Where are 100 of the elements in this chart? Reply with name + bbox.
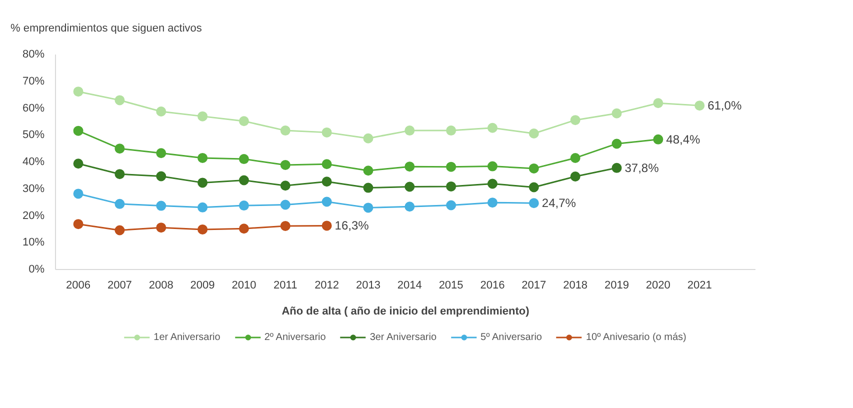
point bbox=[280, 160, 290, 170]
point bbox=[114, 169, 125, 180]
point bbox=[114, 198, 125, 209]
point bbox=[280, 200, 290, 210]
point bbox=[404, 182, 415, 192]
point bbox=[73, 158, 84, 169]
point bbox=[653, 134, 664, 144]
point bbox=[446, 181, 456, 192]
point bbox=[322, 196, 332, 207]
point bbox=[487, 198, 498, 208]
point bbox=[73, 126, 84, 136]
point bbox=[322, 159, 332, 170]
point bbox=[73, 86, 84, 97]
legend-label: 3er Aniversario bbox=[370, 331, 437, 343]
x-tick-label: 2020 bbox=[646, 280, 670, 292]
point bbox=[114, 95, 125, 106]
point bbox=[363, 133, 374, 144]
point bbox=[198, 224, 208, 234]
point bbox=[114, 225, 125, 236]
point bbox=[322, 176, 332, 187]
point bbox=[363, 182, 374, 193]
point bbox=[156, 171, 166, 182]
point bbox=[570, 152, 580, 163]
data-label: 48,4% bbox=[666, 132, 701, 146]
x-tick-label: 2018 bbox=[563, 280, 588, 292]
x-tick-label: 2007 bbox=[107, 280, 132, 292]
point bbox=[612, 108, 622, 118]
x-tick-label: 2009 bbox=[190, 280, 215, 292]
point bbox=[446, 162, 456, 172]
point bbox=[653, 98, 664, 108]
point bbox=[570, 115, 580, 126]
point bbox=[198, 111, 208, 122]
point bbox=[280, 220, 290, 231]
point bbox=[280, 180, 290, 191]
point bbox=[404, 126, 415, 136]
y-tick-label: 50% bbox=[22, 129, 45, 142]
point bbox=[73, 219, 84, 230]
data-label: 24,7% bbox=[542, 196, 576, 210]
point bbox=[238, 154, 249, 164]
point bbox=[238, 175, 249, 186]
y-axis-title: % emprendimientos que siguen activos bbox=[10, 22, 202, 34]
point bbox=[528, 198, 539, 208]
point bbox=[322, 127, 332, 138]
point bbox=[198, 152, 208, 163]
x-tick-label: 2016 bbox=[480, 280, 505, 292]
y-tick-label: 60% bbox=[22, 102, 45, 114]
point bbox=[280, 126, 290, 136]
point bbox=[73, 188, 84, 199]
x-tick-label: 2017 bbox=[522, 280, 546, 292]
y-tick-label: 0% bbox=[28, 264, 45, 276]
point bbox=[238, 200, 249, 211]
point bbox=[528, 182, 539, 192]
point bbox=[156, 222, 166, 233]
point bbox=[322, 220, 332, 231]
point bbox=[446, 126, 456, 136]
point bbox=[404, 162, 415, 172]
point bbox=[156, 106, 166, 116]
x-tick-label: 2008 bbox=[148, 280, 174, 292]
data-label: 37,8% bbox=[624, 160, 660, 175]
legend-label: 5º Aniversario bbox=[480, 331, 542, 343]
legend-label: 10º Anivesario (o más) bbox=[586, 331, 686, 343]
data-label: 61,0% bbox=[708, 98, 742, 113]
legend-label: 1er Aniversario bbox=[154, 331, 220, 343]
point bbox=[528, 163, 539, 174]
point bbox=[404, 202, 415, 212]
x-tick-label: 2013 bbox=[356, 280, 380, 292]
point bbox=[363, 202, 374, 213]
x-tick-label: 2010 bbox=[232, 280, 256, 292]
point bbox=[612, 138, 622, 149]
y-tick-label: 20% bbox=[22, 210, 45, 222]
y-tick-label: 10% bbox=[22, 236, 45, 249]
y-tick-label: 40% bbox=[22, 156, 45, 168]
x-tick-label: 2014 bbox=[397, 280, 422, 292]
point bbox=[487, 122, 498, 133]
legend-label: 2º Aniversario bbox=[264, 331, 326, 343]
x-tick-label: 2006 bbox=[66, 280, 91, 292]
point bbox=[487, 178, 498, 189]
point bbox=[198, 202, 208, 212]
point bbox=[570, 172, 580, 182]
point bbox=[156, 200, 166, 211]
x-tick-label: 2012 bbox=[314, 280, 340, 292]
data-label: 16,3% bbox=[334, 218, 370, 233]
point bbox=[198, 178, 208, 188]
x-tick-label: 2021 bbox=[687, 280, 712, 292]
point bbox=[238, 224, 249, 234]
point bbox=[528, 128, 539, 139]
y-tick-label: 30% bbox=[22, 182, 45, 195]
y-tick-label: 70% bbox=[22, 75, 45, 88]
point bbox=[238, 116, 249, 126]
point bbox=[612, 162, 622, 173]
x-tick-label: 2019 bbox=[604, 280, 629, 292]
point bbox=[363, 166, 374, 176]
point bbox=[156, 148, 166, 158]
point bbox=[694, 100, 705, 111]
point bbox=[446, 200, 456, 210]
x-tick-label: 2011 bbox=[274, 280, 298, 292]
x-tick-label: 2015 bbox=[438, 280, 464, 292]
point bbox=[114, 144, 125, 154]
y-tick-label: 80% bbox=[22, 48, 45, 60]
point bbox=[487, 161, 498, 172]
